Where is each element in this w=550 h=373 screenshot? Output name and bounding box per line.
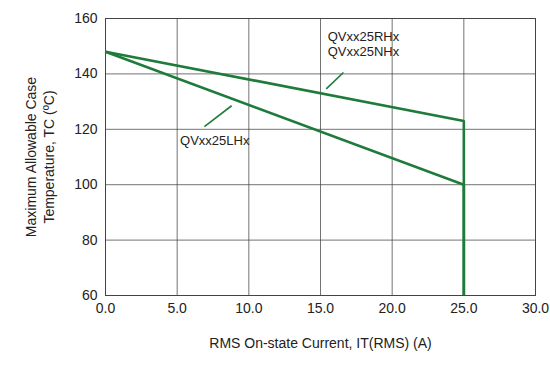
svg-text:20.0: 20.0	[379, 300, 406, 316]
svg-text:0.0: 0.0	[96, 300, 116, 316]
svg-text:QVxx25RHxQVxx25NHx: QVxx25RHxQVxx25NHx	[328, 29, 400, 59]
svg-text:5.0: 5.0	[167, 300, 187, 316]
svg-text:RMS On-state Current, IT(RMS): RMS On-state Current, IT(RMS) (A)	[209, 335, 431, 351]
svg-text:15.0: 15.0	[307, 300, 334, 316]
svg-text:100: 100	[74, 176, 98, 192]
svg-text:80: 80	[82, 232, 98, 248]
svg-text:120: 120	[74, 121, 98, 137]
svg-text:QVxx25LHx: QVxx25LHx	[180, 133, 250, 148]
svg-text:140: 140	[74, 65, 98, 81]
svg-text:60: 60	[81, 287, 98, 303]
svg-text:30.0: 30.0	[522, 300, 549, 316]
svg-text:25.0: 25.0	[450, 300, 477, 316]
svg-text:Maximum Allowable CaseTemperat: Maximum Allowable CaseTemperature, TC (º…	[23, 77, 57, 237]
svg-text:10.0: 10.0	[235, 300, 262, 316]
svg-text:160: 160	[74, 10, 98, 26]
